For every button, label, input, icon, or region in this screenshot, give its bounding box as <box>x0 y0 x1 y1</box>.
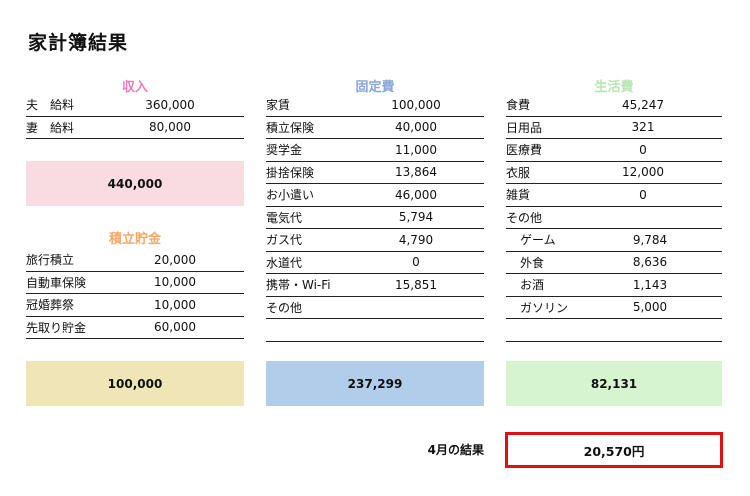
row-label: 先取り貯金 <box>26 320 87 335</box>
row-label: 携帯・Wi-Fi <box>266 278 331 293</box>
row-label: 掛捨保険 <box>266 165 315 180</box>
fixed-costs-table: 家賃 100,000 積立保険 40,000 奨学金 11,000 掛捨保険 13,864 お小… <box>266 94 484 342</box>
table-row: ゲーム 9,784 <box>506 229 722 252</box>
table-row: 外食 8,636 <box>506 252 722 274</box>
living-costs-section-title: 生活費 <box>594 80 634 95</box>
table-row: その他 <box>506 207 722 229</box>
row-value: 10,000 <box>154 275 196 290</box>
income-section-title: 収入 <box>121 80 148 95</box>
table-row: 妻 給料 80,000 <box>26 117 244 139</box>
row-label: 旅行積立 <box>26 253 75 268</box>
table-row: その他 <box>266 297 484 319</box>
savings-total-box: 100,000 <box>26 361 244 406</box>
row-label: 自動車保険 <box>26 275 87 290</box>
row-label: 積立保険 <box>266 120 315 135</box>
table-row: 夫 給料 360,000 <box>26 94 244 117</box>
row-value: 360,000 <box>145 97 195 112</box>
row-value: 10,000 <box>154 297 196 312</box>
row-value: 11,000 <box>395 142 437 157</box>
result-label: 4月の結果 <box>427 443 484 457</box>
table-row: 積立保険 40,000 <box>266 117 484 139</box>
table-row: お酒 1,143 <box>506 274 722 297</box>
row-label: 夫 給料 <box>26 98 75 113</box>
row-label: 家賃 <box>266 98 291 113</box>
row-value: 8,636 <box>632 255 668 270</box>
table-row: 水道代 0 <box>266 252 484 274</box>
income-table: 夫 給料 360,000 妻 給料 80,000 <box>26 94 244 139</box>
row-label: 奨学金 <box>266 143 303 158</box>
row-label: 日用品 <box>506 120 543 135</box>
table-row: 奨学金 11,000 <box>266 139 484 162</box>
row-value: 15,851 <box>395 277 437 292</box>
row-label: 医療費 <box>506 143 543 158</box>
row-label: ガソリン <box>520 300 569 315</box>
row-label: 外食 <box>520 255 545 270</box>
table-row: 旅行積立 20,000 <box>26 249 244 272</box>
row-label: 水道代 <box>266 255 303 270</box>
table-row: 家賃 100,000 <box>266 94 484 117</box>
row-label: ゲーム <box>520 233 556 248</box>
row-value: 80,000 <box>149 120 191 135</box>
row-label: お酒 <box>520 278 545 293</box>
table-row: 医療費 0 <box>506 139 722 162</box>
row-value: 5,794 <box>398 210 434 225</box>
page-title: 家計簿結果 <box>28 32 129 54</box>
table-row: 食費 45,247 <box>506 94 722 117</box>
row-value: 12,000 <box>622 165 664 180</box>
row-label: 雑貨 <box>506 188 531 203</box>
row-label: 電気代 <box>266 210 303 225</box>
row-value: 0 <box>639 187 647 202</box>
row-value: 46,000 <box>395 187 437 202</box>
fixed-costs-total-box: 237,299 <box>266 361 484 406</box>
row-value: 13,864 <box>395 165 437 180</box>
table-row <box>266 319 484 342</box>
living-costs-table: 食費 45,247 日用品 321 医療費 0 衣服 12,000 雑貨 0 その他ゲーム 9,784… <box>506 94 722 342</box>
fixed-costs-section-title: 固定費 <box>355 80 395 95</box>
row-value: 0 <box>412 255 420 270</box>
table-row: ガソリン 5,000 <box>506 297 722 319</box>
result-value: 20,570円 <box>583 443 645 459</box>
table-row: 携帯・Wi-Fi 15,851 <box>266 274 484 297</box>
row-value: 321 <box>631 120 655 135</box>
living-costs-total-box: 82,131 <box>506 361 722 406</box>
row-label: 食費 <box>506 98 531 113</box>
income-total-box: 440,000 <box>26 161 244 206</box>
row-value: 45,247 <box>622 97 664 112</box>
row-value: 100,000 <box>391 97 441 112</box>
row-value: 4,790 <box>398 232 434 247</box>
row-label: ガス代 <box>266 233 303 248</box>
row-value: 9,784 <box>632 232 668 247</box>
table-row: 雑貨 0 <box>506 184 722 207</box>
table-row: 掛捨保険 13,864 <box>266 162 484 184</box>
savings-table: 旅行積立 20,000 自動車保険 10,000 冠婚葬祭 10,000 先取り貯金 60,0… <box>26 249 244 339</box>
row-label: 妻 給料 <box>26 120 75 135</box>
row-value: 1,143 <box>632 277 668 292</box>
table-row <box>506 319 722 342</box>
row-value: 60,000 <box>154 320 196 335</box>
row-value: 0 <box>639 142 647 157</box>
table-row: 先取り貯金 60,000 <box>26 317 244 339</box>
table-row: お小遣い 46,000 <box>266 184 484 207</box>
table-row: 電気代 5,794 <box>266 207 484 229</box>
table-row: 日用品 321 <box>506 117 722 139</box>
row-label: 衣服 <box>506 165 531 180</box>
savings-section-title: 積立貯金 <box>108 232 161 247</box>
row-label: その他 <box>506 210 543 225</box>
table-row: 自動車保険 10,000 <box>26 272 244 294</box>
table-row: ガス代 4,790 <box>266 229 484 252</box>
row-value: 20,000 <box>154 252 196 267</box>
table-row: 冠婚葬祭 10,000 <box>26 294 244 317</box>
row-label: その他 <box>266 300 303 315</box>
row-label: 冠婚葬祭 <box>26 298 75 313</box>
row-value: 40,000 <box>395 120 437 135</box>
result-value-box: 20,570円 <box>505 432 723 468</box>
table-row: 衣服 12,000 <box>506 162 722 184</box>
row-label: お小遣い <box>266 188 315 203</box>
row-value: 5,000 <box>632 300 668 315</box>
